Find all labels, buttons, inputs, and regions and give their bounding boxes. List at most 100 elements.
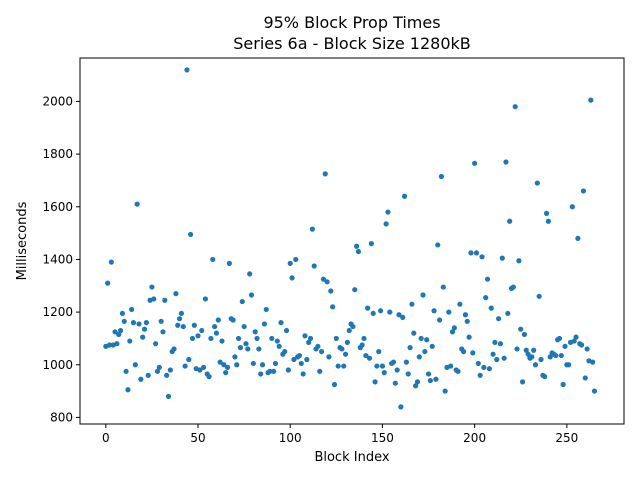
data-point (361, 335, 367, 342)
data-point (483, 295, 489, 301)
data-point (125, 387, 131, 393)
data-point (186, 356, 192, 363)
data-point (591, 388, 598, 394)
data-point (431, 308, 437, 314)
data-point (560, 381, 566, 388)
data-point (342, 351, 349, 357)
data-point (175, 322, 181, 328)
data-point (354, 243, 360, 249)
data-point (143, 320, 149, 326)
data-point (164, 372, 170, 378)
data-point (425, 371, 432, 377)
data-point (129, 306, 135, 313)
data-point (282, 348, 288, 355)
data-point (516, 258, 522, 264)
data-point (232, 354, 238, 360)
data-point (309, 226, 315, 232)
data-point (224, 364, 231, 370)
data-point (523, 347, 529, 353)
data-point (289, 275, 295, 281)
data-point (571, 338, 577, 344)
data-point (381, 370, 387, 376)
data-point (307, 335, 314, 342)
data-point (114, 341, 120, 347)
data-point (165, 393, 172, 399)
data-point (191, 322, 197, 328)
data-point (278, 320, 284, 326)
data-point (291, 356, 297, 363)
data-point (448, 363, 454, 369)
data-point (433, 376, 439, 382)
data-point (212, 323, 218, 330)
data-point (213, 330, 220, 336)
data-point (407, 345, 413, 351)
data-point (440, 284, 446, 290)
data-point (501, 355, 507, 361)
data-point (328, 288, 334, 294)
data-point (409, 301, 415, 307)
y-tick-label: 1000 (42, 358, 73, 372)
data-point (344, 339, 350, 345)
data-point (243, 341, 249, 347)
data-point (424, 337, 430, 343)
data-point (171, 346, 177, 352)
data-point (188, 231, 194, 238)
data-point (355, 248, 362, 255)
data-point (235, 335, 242, 342)
data-point (256, 346, 262, 352)
y-tick-label: 2000 (42, 94, 73, 108)
data-point (427, 377, 433, 384)
data-point (460, 348, 467, 355)
data-point (215, 317, 221, 323)
x-tick-label: 0 (102, 431, 110, 445)
data-point (446, 309, 452, 315)
data-point (173, 291, 179, 297)
data-point (285, 367, 291, 373)
data-point (414, 379, 421, 385)
data-point (383, 221, 389, 227)
y-axis-label: Milliseconds (15, 201, 30, 280)
data-point (531, 347, 537, 353)
data-point (127, 338, 133, 344)
data-point (234, 362, 240, 368)
data-point (529, 354, 535, 360)
data-point (350, 323, 356, 330)
data-point (274, 338, 280, 344)
data-point (346, 327, 352, 334)
data-point (403, 359, 409, 365)
data-point (296, 352, 303, 359)
data-point (468, 250, 474, 256)
data-point (302, 333, 308, 339)
y-tick-label: 800 (50, 410, 73, 424)
data-point (335, 363, 341, 369)
data-point (547, 354, 553, 360)
data-point (306, 339, 312, 345)
data-point (580, 188, 587, 194)
data-point (153, 341, 159, 347)
data-point (488, 305, 494, 311)
x-tick-label: 150 (371, 431, 394, 445)
y-tick-label: 1600 (42, 200, 73, 214)
data-point (208, 335, 214, 342)
data-point (525, 351, 531, 357)
data-point (543, 210, 550, 216)
data-point (519, 379, 526, 385)
data-point (333, 335, 339, 342)
data-point (219, 338, 225, 344)
data-point (411, 330, 417, 336)
data-point (359, 342, 365, 348)
data-point (199, 327, 205, 334)
data-point (470, 350, 476, 356)
data-point (457, 301, 463, 307)
data-point (562, 343, 568, 349)
data-point (376, 348, 382, 355)
data-point (239, 298, 245, 305)
data-point (569, 204, 575, 210)
data-point (366, 355, 373, 361)
data-point (221, 362, 227, 368)
data-point (322, 171, 328, 177)
data-point (210, 256, 216, 263)
data-point (138, 376, 144, 382)
